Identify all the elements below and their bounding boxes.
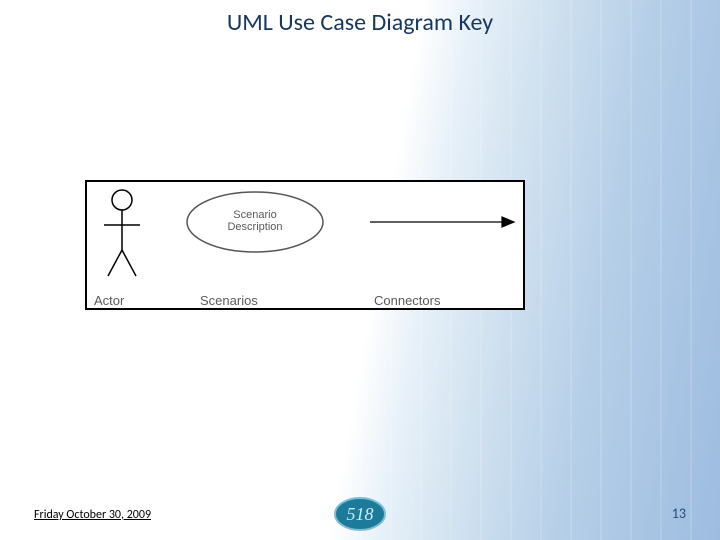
badge-text: 518 <box>347 504 374 524</box>
page-number: 13 <box>672 505 686 522</box>
page-title: UML Use Case Diagram Key <box>0 8 720 37</box>
footer-badge: 518 <box>333 496 387 532</box>
badge-svg: 518 <box>333 496 387 532</box>
footer-date-text: Friday October 30, 2009 <box>34 508 151 522</box>
scenario-line1: Scenario <box>195 209 315 221</box>
label-connectors: Connectors <box>374 293 440 308</box>
scenario-inner-text: Scenario Description <box>195 209 315 233</box>
footer-date: Friday October 30, 2009 <box>34 508 151 522</box>
label-actor: Actor <box>94 293 124 308</box>
label-scenarios: Scenarios <box>200 293 258 308</box>
slide: UML Use Case Diagram Key Scenario Descri… <box>0 0 720 540</box>
scenario-line2: Description <box>195 221 315 233</box>
diagram-box <box>85 180 525 310</box>
